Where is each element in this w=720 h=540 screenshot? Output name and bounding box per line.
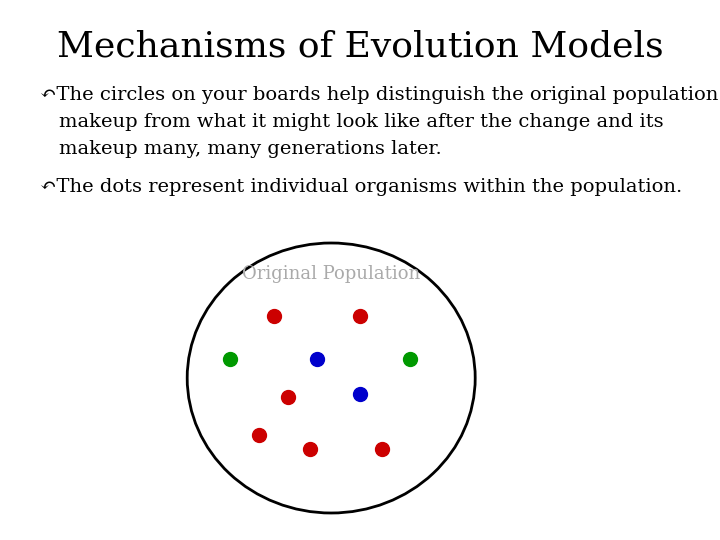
Point (225, 355, 236, 363)
Text: Original Population: Original Population (242, 265, 420, 282)
Text: Mechanisms of Evolution Models: Mechanisms of Evolution Models (57, 30, 663, 64)
Text: makeup from what it might look like after the change and its: makeup from what it might look like afte… (59, 113, 664, 131)
Point (376, 445, 387, 454)
Text: ↶The dots represent individual organisms within the population.: ↶The dots represent individual organisms… (40, 178, 682, 196)
Point (405, 355, 416, 363)
Point (311, 355, 323, 363)
Text: ↶The circles on your boards help distinguish the original population: ↶The circles on your boards help disting… (40, 86, 718, 104)
Text: makeup many, many generations later.: makeup many, many generations later. (59, 140, 442, 158)
Point (354, 390, 366, 399)
Point (304, 445, 315, 454)
Point (268, 312, 279, 320)
Point (253, 430, 265, 439)
Point (354, 312, 366, 320)
Point (282, 393, 294, 401)
